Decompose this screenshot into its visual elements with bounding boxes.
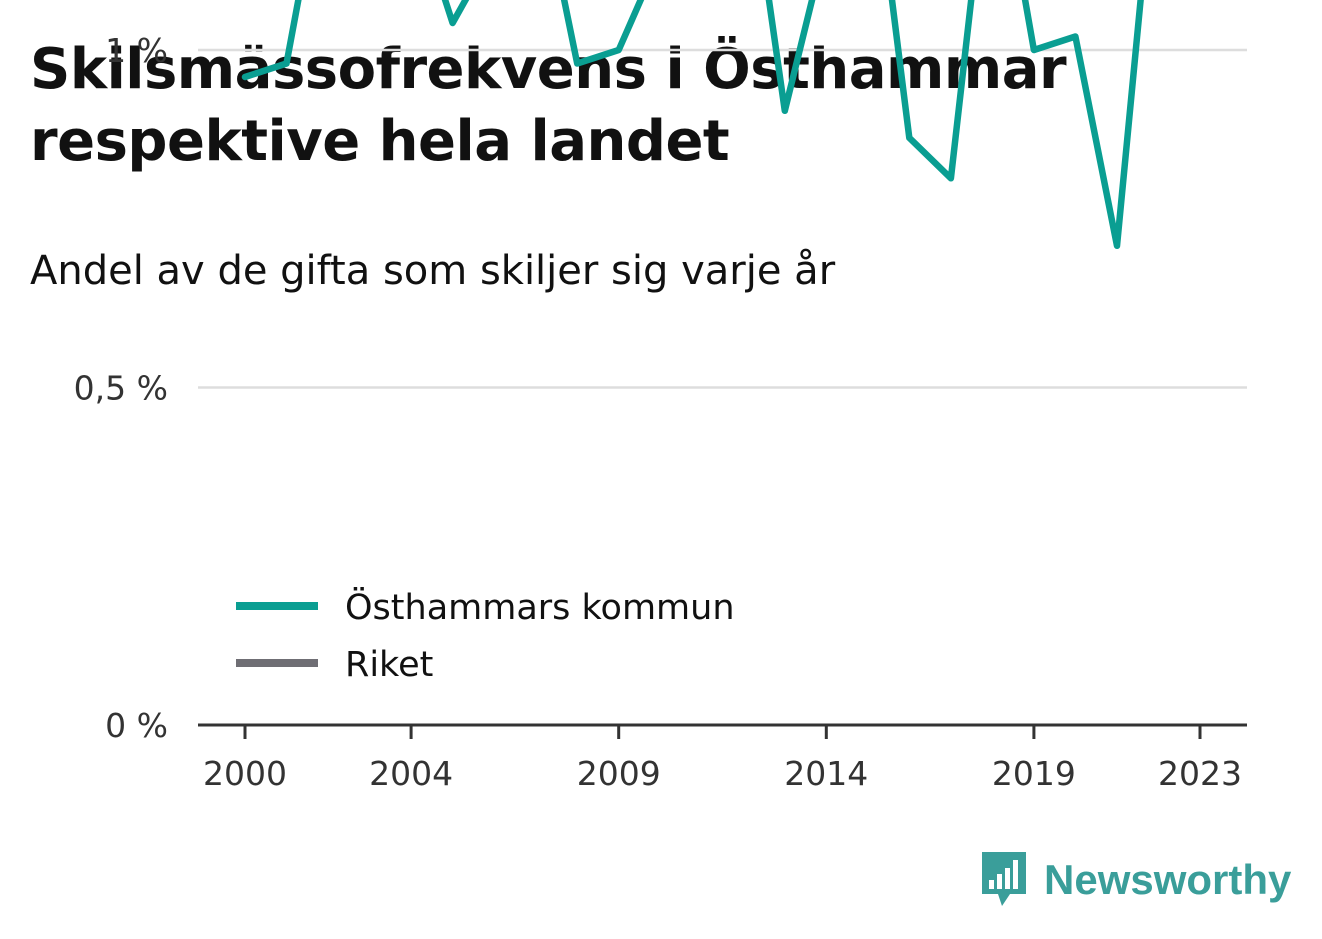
legend: Östhammars kommun Riket [222,576,758,688]
newsworthy-logo: Newsworthy [980,850,1291,910]
chart-title: Skilsmässofrekvens i Östhammar respektiv… [30,37,1067,174]
x-tick-label: 2004 [369,754,453,793]
x-tick-label: 2014 [784,754,868,793]
bar-chart-logo-icon [982,852,1026,906]
x-tick-label: 2019 [992,754,1076,793]
series-line [241,0,1144,250]
x-tick-label: 2009 [577,754,661,793]
brand-name: Newsworthy [1044,856,1292,903]
x-axis: 2000 2004 2009 2014 2019 2023 [198,723,1247,793]
y-tick-label: 1 % [105,31,168,70]
grid-lines [198,48,1247,389]
series-lines [241,0,1144,250]
y-tick-label: 0,5 % [74,369,168,408]
legend-label: Östhammars kommun [345,586,735,628]
y-tick-label: 0 % [105,706,168,745]
chart-subtitle: Andel av de gifta som skiljer sig varje … [30,248,836,294]
x-tick-label: 2023 [1158,754,1242,793]
x-tick-label: 2000 [203,754,287,793]
y-axis-ticks: 0 %0,5 %1 %1,5 % [74,31,168,745]
legend-background [222,576,758,688]
legend-label: Riket [345,645,433,685]
